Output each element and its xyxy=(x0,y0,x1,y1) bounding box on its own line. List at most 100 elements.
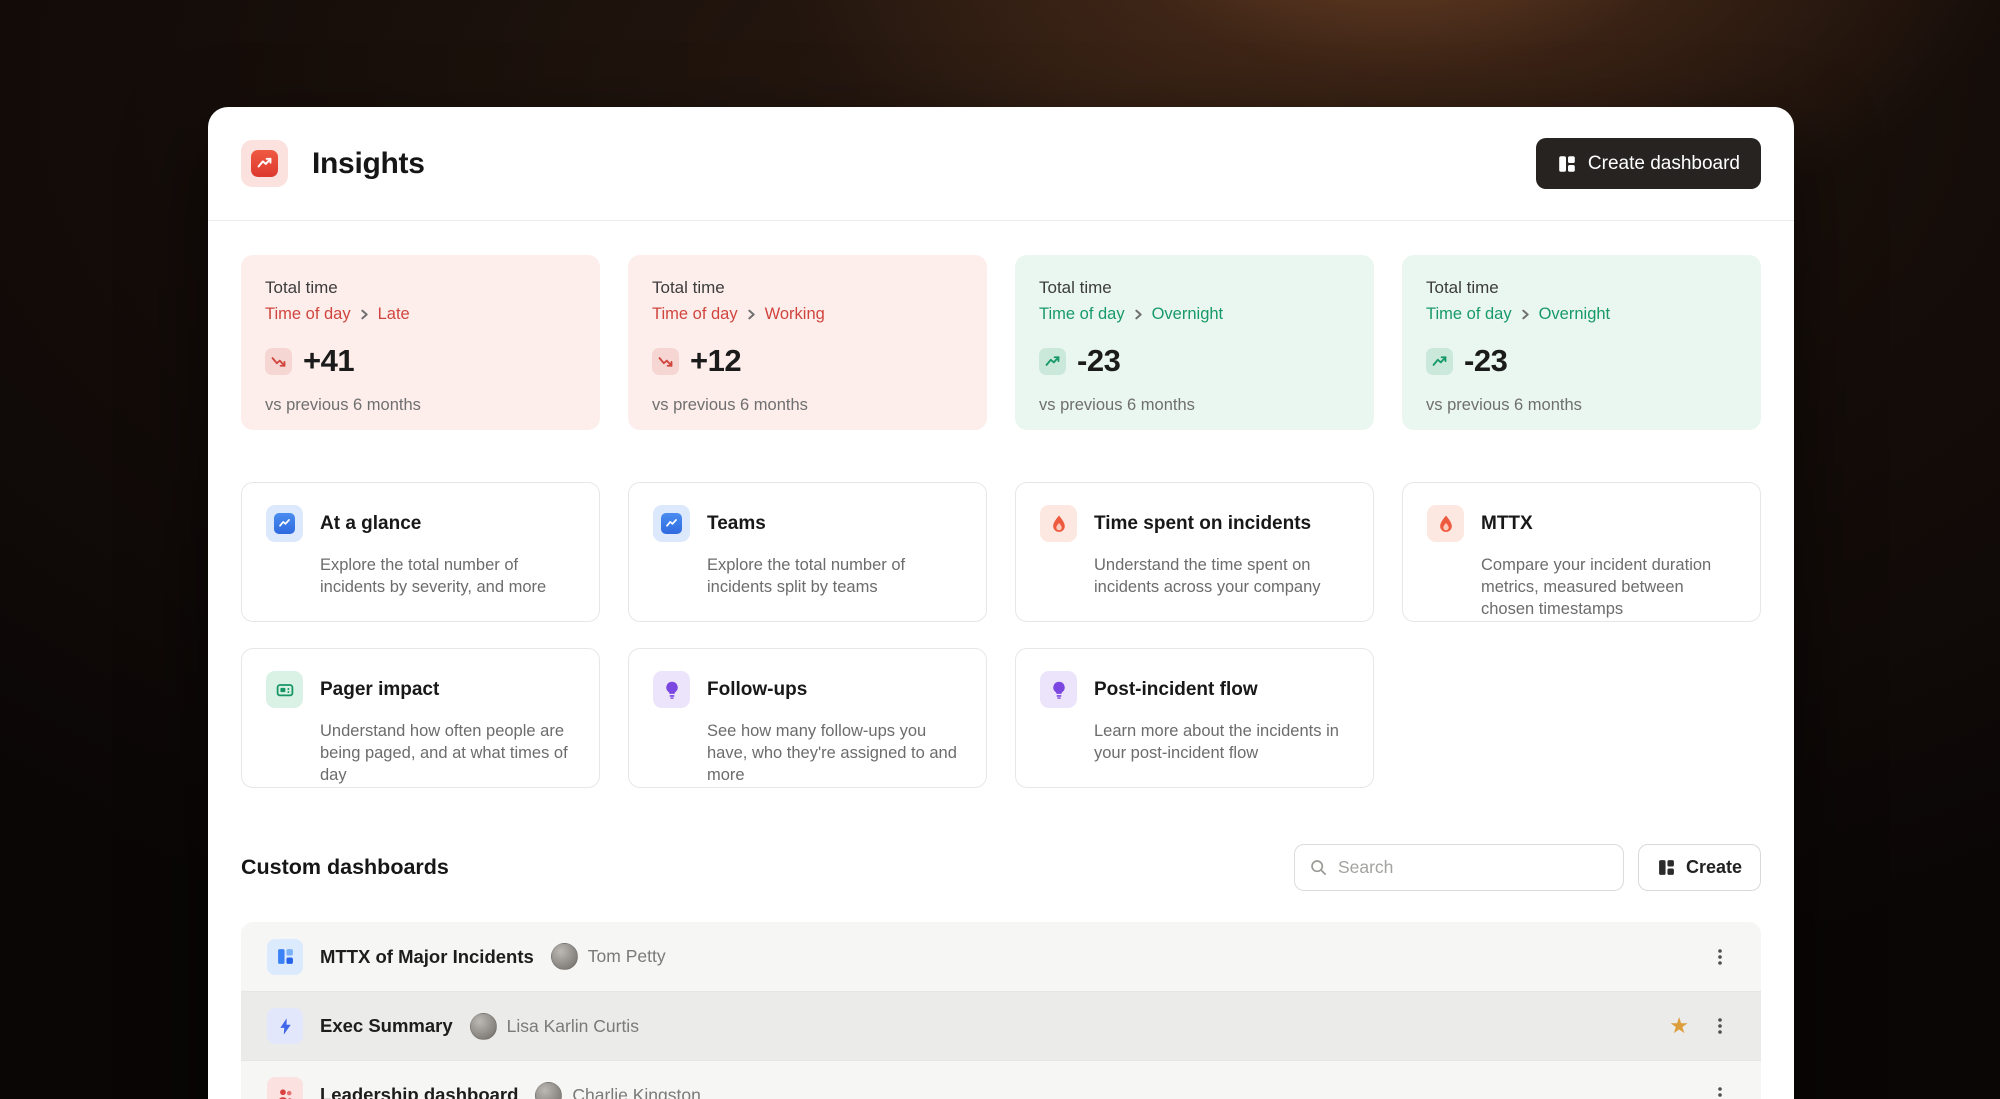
search-box xyxy=(1293,844,1624,891)
page-title: Insights xyxy=(312,146,425,180)
stat-card-overnight-1[interactable]: Total time Time of day Overnight xyxy=(1015,255,1374,430)
people-icon xyxy=(267,1077,303,1099)
stat-caption: vs previous 6 months xyxy=(652,396,808,414)
row-menu-button[interactable] xyxy=(1701,938,1739,976)
stat-breadcrumb: Time of day Working xyxy=(652,305,963,324)
feature-title: Follow-ups xyxy=(707,678,808,700)
chevron-right-icon xyxy=(746,309,757,320)
breadcrumb-leaf: Overnight xyxy=(1151,305,1224,323)
create-button[interactable]: Create xyxy=(1637,844,1761,891)
header-left: Insights xyxy=(241,140,425,187)
pager-icon xyxy=(266,671,303,708)
breadcrumb-leaf: Overnight xyxy=(1538,305,1611,323)
breadcrumb-root: Time of day xyxy=(1426,305,1512,323)
features-section: At a glance Explore the total number of … xyxy=(241,482,1761,788)
create-dashboard-button[interactable]: Create dashboard xyxy=(1535,138,1761,189)
dashboards-actions: Create xyxy=(1293,844,1761,891)
row-menu-button[interactable] xyxy=(1701,1007,1739,1045)
breadcrumb-root: Time of day xyxy=(265,305,351,323)
stat-breadcrumb: Time of day Overnight xyxy=(1039,305,1350,324)
feature-title: Pager impact xyxy=(320,678,440,700)
stat-breadcrumb: Time of day Late xyxy=(265,305,576,324)
feature-title: At a glance xyxy=(320,512,422,534)
search-input[interactable] xyxy=(1337,857,1609,878)
dashboard-row-mttx-of-major-incidents[interactable]: MTTX of Major Incidents Tom Petty xyxy=(241,922,1761,991)
breadcrumb-root: Time of day xyxy=(1039,305,1125,323)
avatar xyxy=(535,1081,563,1099)
feature-description: See how many follow-ups you have, who th… xyxy=(707,722,957,785)
stat-breadcrumb: Time of day Overnight xyxy=(1426,305,1737,324)
custom-dashboards-heading: Custom dashboards xyxy=(241,855,449,879)
search-icon xyxy=(1309,858,1328,877)
stat-card-late[interactable]: Total time Time of day Late xyxy=(241,255,600,430)
dashboard-grid-icon xyxy=(1557,154,1577,174)
breadcrumb-leaf: Late xyxy=(377,305,410,323)
dashboard-row-exec-summary[interactable]: Exec Summary Lisa Karlin Curtis ★ xyxy=(241,991,1761,1060)
dashboard-grid-icon xyxy=(267,938,303,975)
dashboard-owner: Tom Petty xyxy=(587,946,666,966)
stat-value: -23 xyxy=(1077,343,1121,378)
feature-card-at-a-glance[interactable]: At a glance Explore the total number of … xyxy=(241,482,600,622)
stats-section: Total time Time of day Late xyxy=(241,255,1761,430)
feature-card-mttx[interactable]: MTTX Compare your incident duration metr… xyxy=(1402,482,1761,622)
feature-description: Explore the total number of incidents sp… xyxy=(707,556,906,597)
flame-icon xyxy=(1040,505,1077,542)
row-menu-button[interactable] xyxy=(1701,1076,1739,1099)
dashboard-row-leadership-dashboard[interactable]: Leadership dashboard Charlie Kingston xyxy=(241,1060,1761,1099)
feature-title: MTTX xyxy=(1481,512,1533,534)
breadcrumb-leaf: Working xyxy=(764,305,825,323)
trend-down-icon xyxy=(652,347,679,375)
custom-dashboards-section: Custom dashboards xyxy=(241,844,1761,1099)
stat-value: +41 xyxy=(303,343,355,378)
stat-value: -23 xyxy=(1464,343,1508,378)
dashboard-owner: Lisa Karlin Curtis xyxy=(506,1015,639,1036)
feature-card-post-incident-flow[interactable]: Post-incident flow Learn more about the … xyxy=(1015,648,1374,788)
stat-caption: vs previous 6 months xyxy=(1426,396,1582,414)
stat-card-working[interactable]: Total time Time of day Working xyxy=(628,255,987,430)
chart-icon xyxy=(266,505,303,542)
feature-card-follow-ups[interactable]: Follow-ups See how many follow-ups you h… xyxy=(628,648,987,788)
stat-value-row: +12 xyxy=(652,343,963,379)
stat-caption: vs previous 6 months xyxy=(1039,396,1195,414)
stat-value-row: +41 xyxy=(265,343,576,379)
feature-title: Post-incident flow xyxy=(1094,678,1258,700)
lightning-bolt-icon xyxy=(267,1008,303,1044)
dashboard-title: MTTX of Major Incidents xyxy=(320,945,534,967)
chart-icon xyxy=(653,505,690,542)
stat-label: Total time xyxy=(652,278,725,297)
stat-caption: vs previous 6 months xyxy=(265,396,421,414)
insights-logo-icon xyxy=(241,140,288,187)
favorite-star-icon[interactable]: ★ xyxy=(1669,1013,1689,1038)
feature-description: Understand how often people are being pa… xyxy=(320,722,568,785)
breadcrumb-root: Time of day xyxy=(652,305,738,323)
chevron-right-icon xyxy=(1133,309,1144,320)
feature-card-teams[interactable]: Teams Explore the total number of incide… xyxy=(628,482,987,622)
stat-value: +12 xyxy=(690,343,742,378)
feature-description: Compare your incident duration metrics, … xyxy=(1481,556,1712,619)
flame-icon xyxy=(1427,505,1464,542)
stat-card-overnight-2[interactable]: Total time Time of day Overnight xyxy=(1402,255,1761,430)
lightbulb-icon xyxy=(653,671,690,708)
lightbulb-icon xyxy=(1040,671,1077,708)
chevron-right-icon xyxy=(1520,309,1531,320)
dashboard-title: Exec Summary xyxy=(320,1015,453,1036)
dashboard-owner: Charlie Kingston xyxy=(572,1084,701,1099)
feature-description: Explore the total number of incidents by… xyxy=(320,556,547,597)
feature-card-pager-impact[interactable]: Pager impact Understand how often people… xyxy=(241,648,600,788)
page-header: Insights Create dashboard xyxy=(208,107,1794,221)
trend-down-icon xyxy=(265,347,292,375)
stat-value-row: -23 xyxy=(1426,343,1737,379)
stat-label: Total time xyxy=(265,278,338,297)
feature-description: Learn more about the incidents in your p… xyxy=(1094,722,1339,763)
avatar xyxy=(550,943,578,970)
dashboard-list: MTTX of Major Incidents Tom Petty xyxy=(241,922,1761,1099)
stat-value-row: -23 xyxy=(1039,343,1350,379)
feature-description: Understand the time spent on incidents a… xyxy=(1094,556,1321,597)
feature-title: Time spent on incidents xyxy=(1094,512,1312,534)
dashboard-grid-icon xyxy=(1657,858,1676,877)
feature-card-time-spent[interactable]: Time spent on incidents Understand the t… xyxy=(1015,482,1374,622)
create-dashboard-label: Create dashboard xyxy=(1587,152,1740,174)
trend-up-icon xyxy=(1039,347,1066,375)
chevron-right-icon xyxy=(359,309,370,320)
